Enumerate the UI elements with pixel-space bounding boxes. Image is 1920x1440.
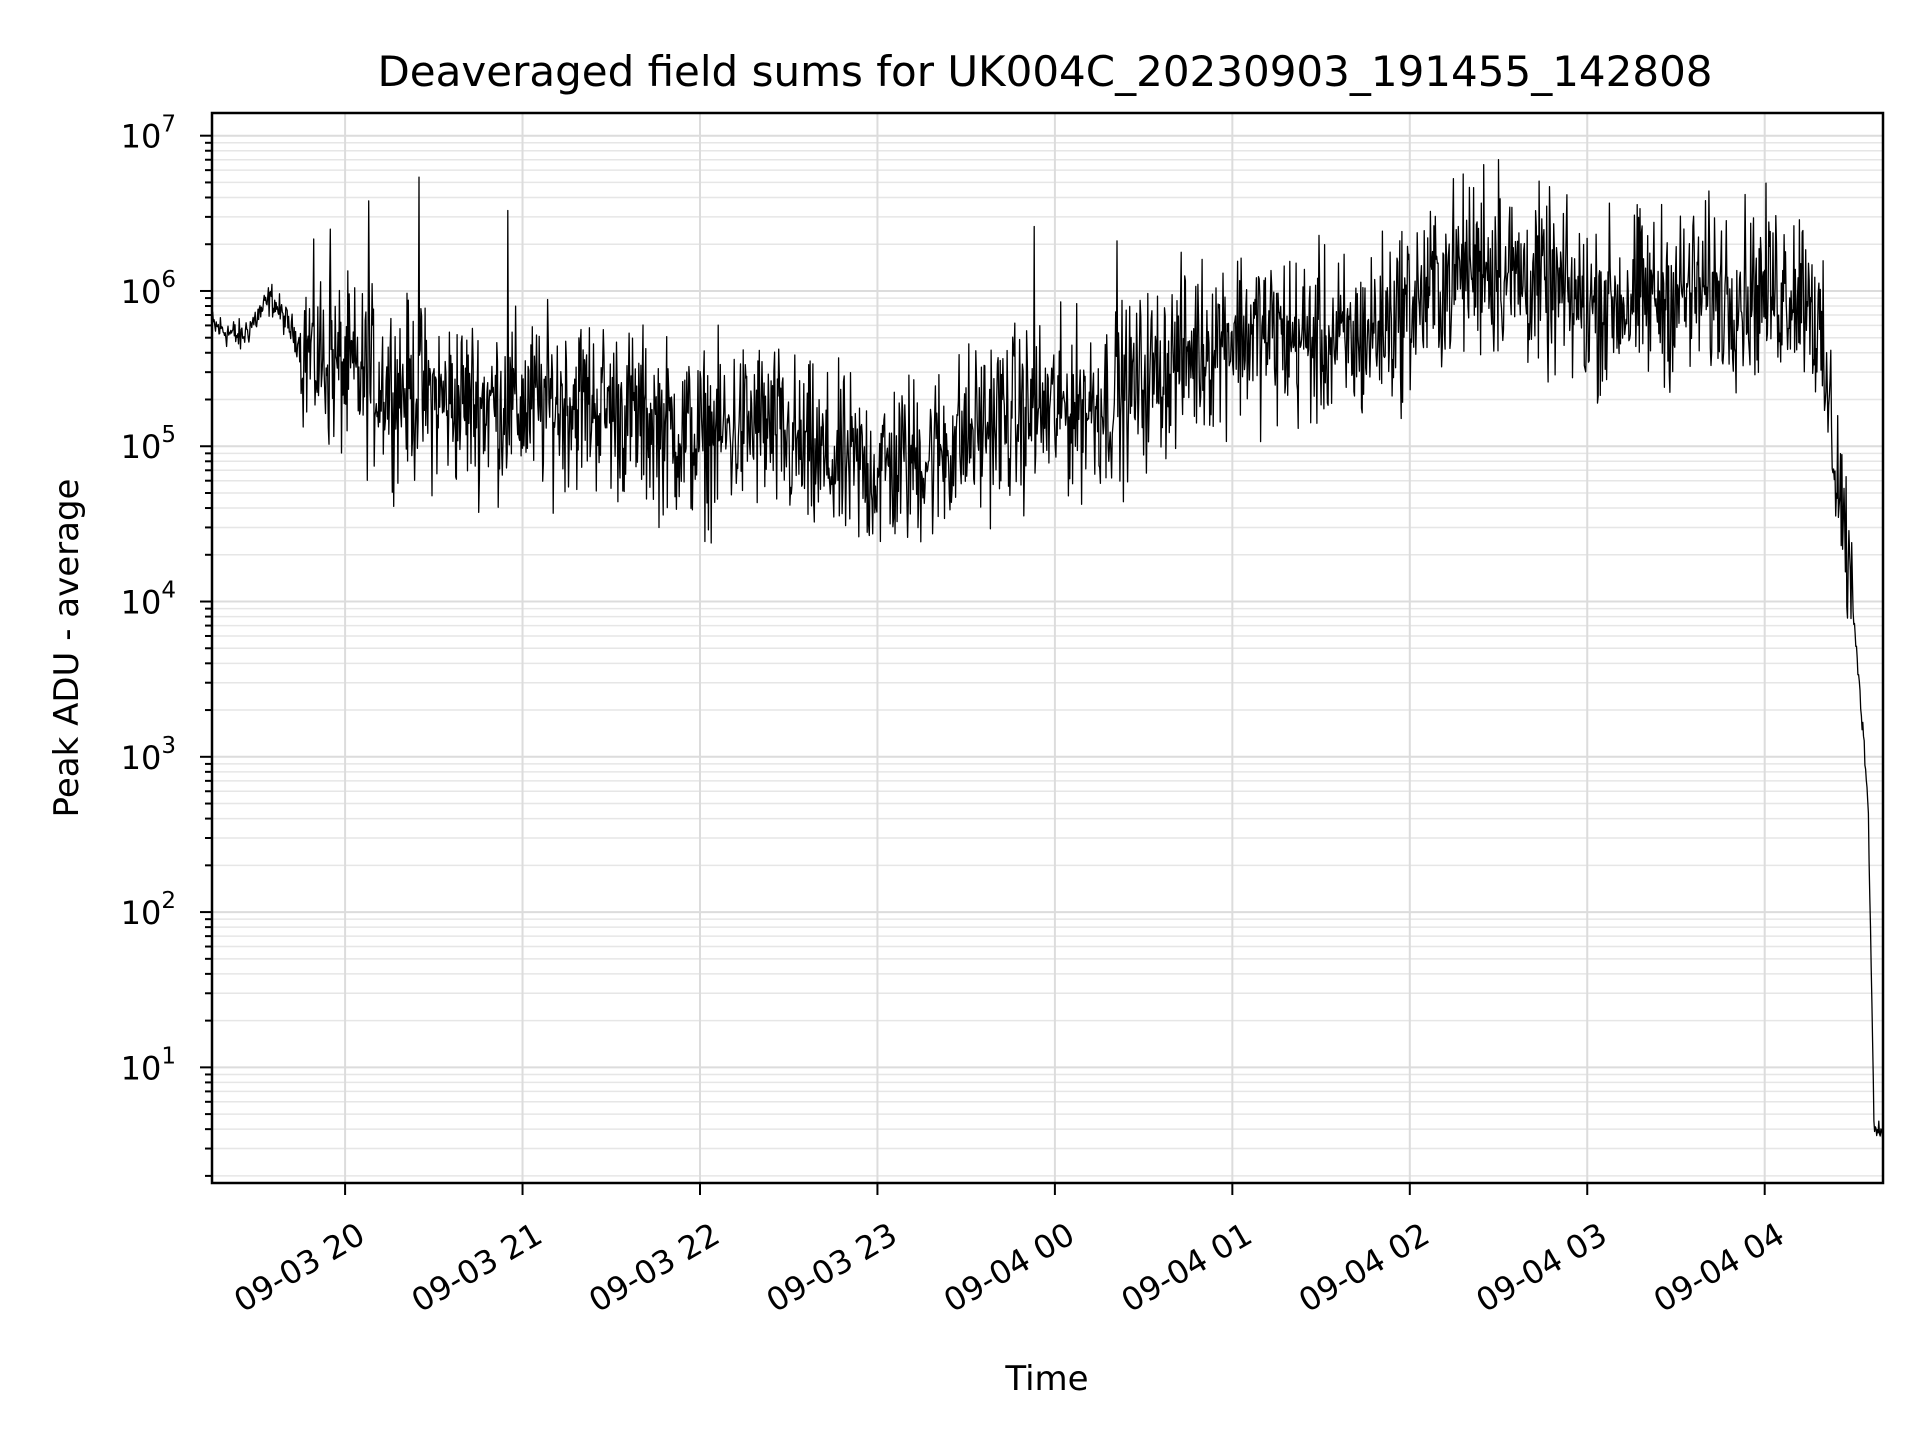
y-tick-label: 101: [121, 1043, 176, 1087]
y-axis: 101 102 103 104 105 106 107: [121, 112, 212, 1177]
data-series-line: [211, 159, 1884, 1142]
y-tick-label: 105: [121, 422, 176, 466]
y-tick-label: 107: [121, 112, 176, 156]
y-axis-title: Peak ADU - average: [47, 479, 87, 818]
grid: [212, 113, 1883, 1183]
y-tick-label: 104: [121, 578, 176, 622]
y-tick-label: 106: [121, 267, 176, 311]
x-axis-title: Time: [1004, 1359, 1088, 1399]
y-tick-label: 103: [121, 733, 176, 777]
data-line-group: [211, 159, 1884, 1142]
y-tick-label: 102: [121, 888, 176, 932]
chart-title: Deaveraged field sums for UK004C_2023090…: [377, 47, 1712, 96]
